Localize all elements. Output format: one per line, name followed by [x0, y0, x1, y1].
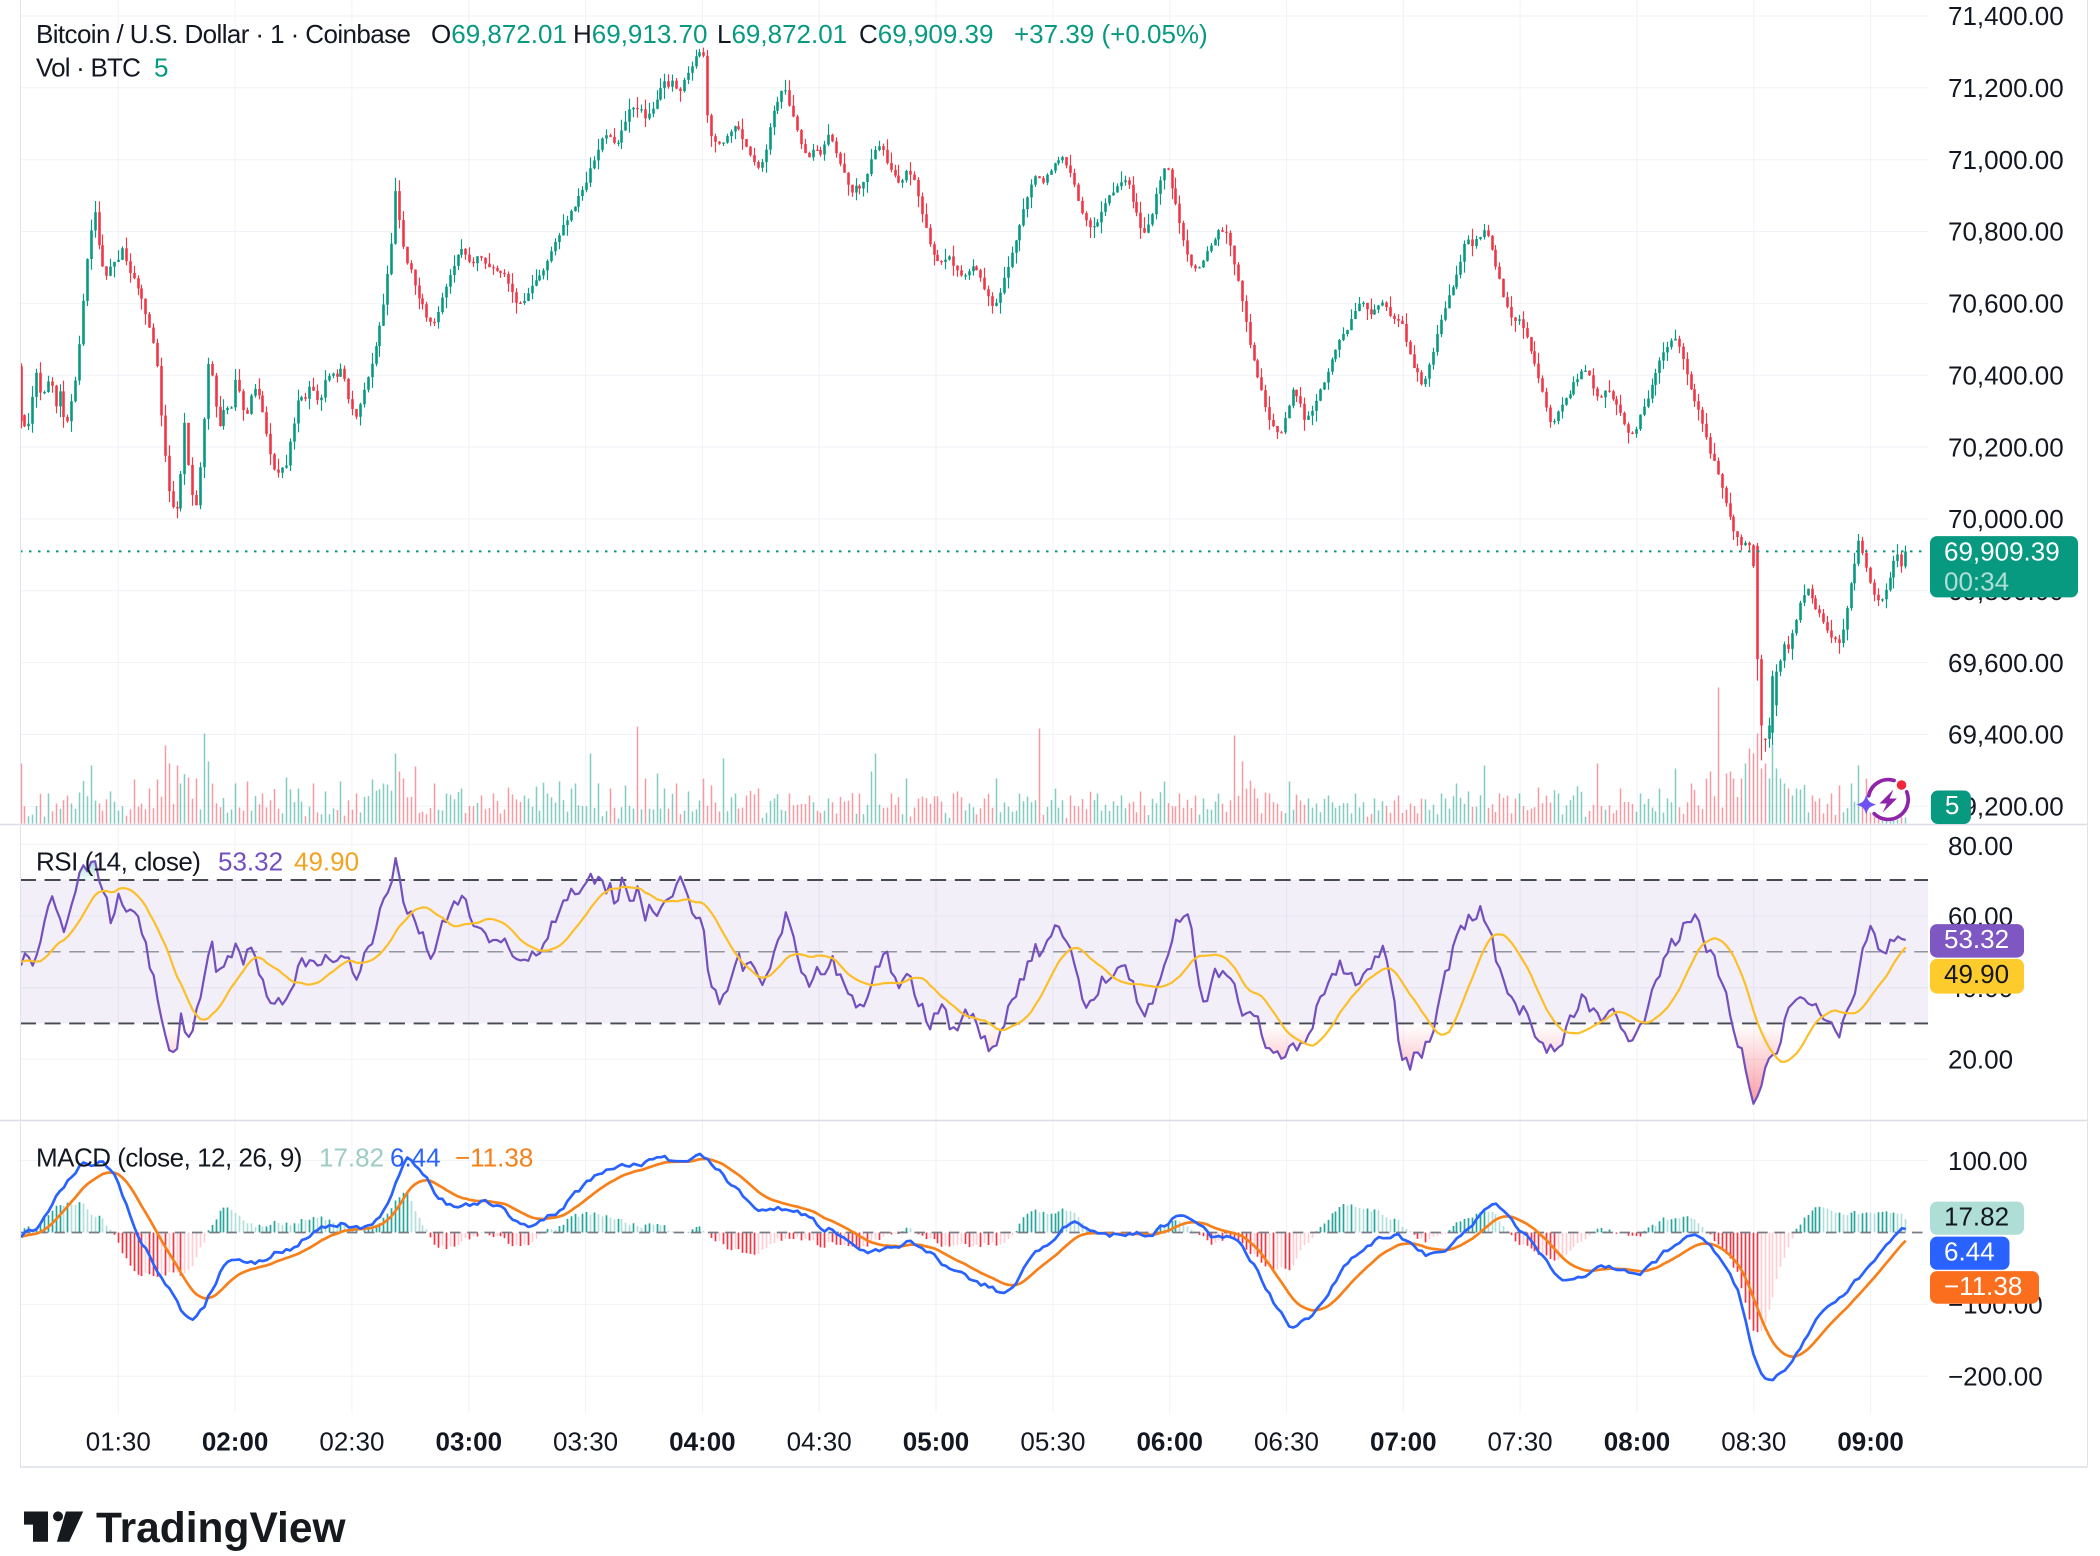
svg-text:H69,913.70: H69,913.70	[573, 19, 707, 49]
svg-text:01:30: 01:30	[86, 1427, 151, 1457]
svg-text:04:30: 04:30	[787, 1427, 852, 1457]
svg-text:08:00: 08:00	[1604, 1427, 1671, 1457]
svg-text:20.00: 20.00	[1948, 1045, 2013, 1075]
svg-text:07:00: 07:00	[1370, 1427, 1437, 1457]
svg-text:70,800.00: 70,800.00	[1948, 217, 2064, 247]
svg-text:5: 5	[154, 52, 168, 82]
svg-text:70,000.00: 70,000.00	[1948, 504, 2064, 534]
svg-text:09:00: 09:00	[1837, 1427, 1904, 1457]
svg-text:6.44: 6.44	[390, 1142, 441, 1172]
svg-text:03:30: 03:30	[553, 1427, 618, 1457]
svg-text:6.44: 6.44	[1944, 1237, 1995, 1267]
svg-text:53.32: 53.32	[1944, 924, 2009, 954]
svg-text:TradingView: TradingView	[96, 1505, 347, 1552]
svg-text:−200.00: −200.00	[1948, 1362, 2043, 1392]
svg-text:49.90: 49.90	[294, 846, 359, 876]
svg-text:80.00: 80.00	[1948, 831, 2013, 861]
svg-text:53.32: 53.32	[218, 846, 283, 876]
svg-text:69,400.00: 69,400.00	[1948, 720, 2064, 750]
svg-text:02:30: 02:30	[319, 1427, 384, 1457]
svg-text:71,000.00: 71,000.00	[1948, 145, 2064, 175]
svg-text:07:30: 07:30	[1488, 1427, 1553, 1457]
svg-text:08:30: 08:30	[1721, 1427, 1786, 1457]
svg-text:−11.38: −11.38	[455, 1142, 533, 1172]
svg-text:C69,909.39: C69,909.39	[859, 19, 993, 49]
svg-text:06:00: 06:00	[1136, 1427, 1203, 1457]
svg-text:00:34: 00:34	[1944, 567, 2009, 597]
svg-text:05:30: 05:30	[1020, 1427, 1085, 1457]
svg-text:03:00: 03:00	[436, 1427, 503, 1457]
svg-text:69,600.00: 69,600.00	[1948, 648, 2064, 678]
svg-text:02:00: 02:00	[202, 1427, 269, 1457]
svg-text:06:30: 06:30	[1254, 1427, 1319, 1457]
svg-text:71,400.00: 71,400.00	[1948, 1, 2064, 31]
svg-text:MACD (close, 12, 26, 9): MACD (close, 12, 26, 9)	[36, 1142, 302, 1172]
svg-text:+37.39 (+0.05%): +37.39 (+0.05%)	[1014, 19, 1208, 49]
svg-text:71,200.00: 71,200.00	[1948, 73, 2064, 103]
svg-text:70,400.00: 70,400.00	[1948, 360, 2064, 390]
svg-text:5: 5	[1945, 790, 1959, 820]
svg-text:69,909.39: 69,909.39	[1944, 537, 2060, 567]
svg-text:Bitcoin / U.S. Dollar · 1 · Co: Bitcoin / U.S. Dollar · 1 · Coinbase	[36, 19, 410, 49]
svg-text:Vol · BTC: Vol · BTC	[36, 52, 140, 82]
svg-text:70,600.00: 70,600.00	[1948, 289, 2064, 319]
svg-text:17.82: 17.82	[319, 1142, 384, 1172]
svg-text:RSI (14, close): RSI (14, close)	[36, 846, 200, 876]
svg-text:49.90: 49.90	[1944, 959, 2009, 989]
svg-text:70,200.00: 70,200.00	[1948, 432, 2064, 462]
svg-text:100.00: 100.00	[1948, 1146, 2028, 1176]
svg-text:L69,872.01: L69,872.01	[717, 19, 847, 49]
svg-text:17.82: 17.82	[1944, 1202, 2009, 1232]
svg-text:05:00: 05:00	[903, 1427, 970, 1457]
svg-text:04:00: 04:00	[669, 1427, 736, 1457]
svg-text:O69,872.01: O69,872.01	[431, 19, 567, 49]
svg-text:−11.38: −11.38	[1944, 1271, 2022, 1301]
